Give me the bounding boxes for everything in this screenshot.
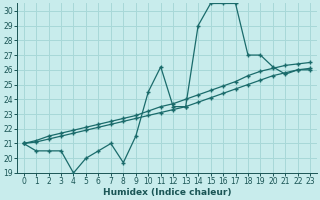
X-axis label: Humidex (Indice chaleur): Humidex (Indice chaleur) — [103, 188, 231, 197]
